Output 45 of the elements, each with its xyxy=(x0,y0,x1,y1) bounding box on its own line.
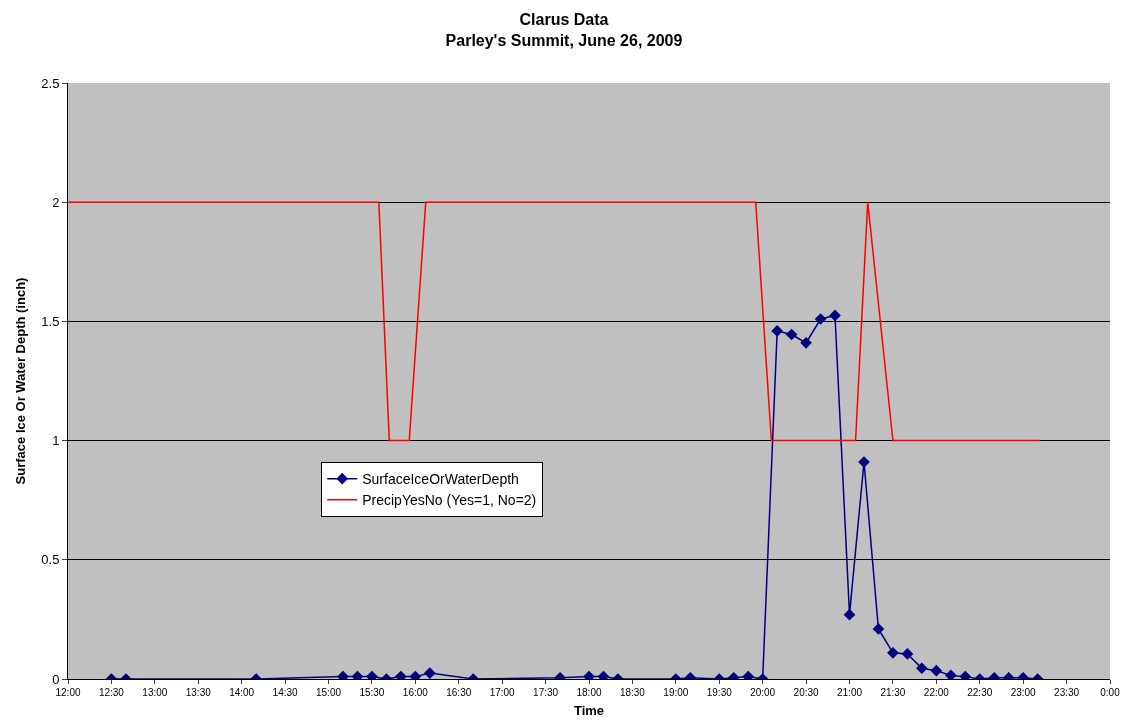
y-tick-label: 2.5 xyxy=(41,75,60,91)
point xyxy=(843,608,856,621)
x-tick-label: 15:00 xyxy=(315,687,342,698)
chart-subtitle: Parley's Summit, June 26, 2009 xyxy=(445,32,683,50)
x-tick-label: 20:00 xyxy=(750,687,776,698)
y-tick-label: 0.5 xyxy=(41,552,60,568)
point xyxy=(785,328,798,341)
x-tick-label: 18:00 xyxy=(576,687,602,698)
x-tick-label: 19:00 xyxy=(663,687,689,698)
x-tick-label: 12:00 xyxy=(55,687,81,698)
x-tick-label: 23:30 xyxy=(1054,687,1080,698)
x-axis-title: Time xyxy=(573,702,605,718)
point xyxy=(944,669,957,679)
legend-label: SurfaceIceOrWaterDepth xyxy=(362,471,519,488)
point xyxy=(814,313,827,325)
x-tick-label: 16:00 xyxy=(402,687,429,698)
point xyxy=(887,646,899,659)
x-tick-label: 13:00 xyxy=(142,687,168,698)
legend-label: PrecipYesNo (Yes=1, No=2) xyxy=(362,492,537,509)
point xyxy=(800,337,812,349)
y-tick-label: 2 xyxy=(52,194,60,210)
x-tick-label: 23:00 xyxy=(1010,687,1037,698)
x-tick-label: 14:00 xyxy=(229,687,255,698)
chart-title: Clarus Data xyxy=(519,11,609,29)
y-tick-label: 1 xyxy=(52,433,60,449)
x-tick-label: 17:00 xyxy=(489,687,516,698)
y-axis-title: Surface Ice Or Water Depth (inch) xyxy=(13,277,29,485)
x-tick-label: 14:30 xyxy=(272,687,299,698)
x-tick-label: 0:00 xyxy=(1100,687,1121,698)
x-tick-label: 22:30 xyxy=(967,687,993,698)
x-tick-label: 20:30 xyxy=(793,687,820,698)
point xyxy=(771,325,784,337)
x-tick-label: 21:00 xyxy=(836,687,863,698)
x-tick-label: 12:30 xyxy=(98,687,125,698)
x-tick-label: 16:30 xyxy=(446,687,472,698)
x-tick-label: 21:30 xyxy=(880,687,906,698)
x-tick-label: 22:00 xyxy=(923,687,950,698)
x-tick-label: 19:30 xyxy=(706,687,733,698)
y-tick-label: 1.5 xyxy=(41,313,60,329)
y-tick-label: 0 xyxy=(52,671,60,687)
x-tick-label: 13:30 xyxy=(185,687,212,698)
x-tick-label: 15:30 xyxy=(359,687,385,698)
point xyxy=(829,309,841,322)
x-tick-label: 17:30 xyxy=(533,687,559,698)
x-tick-label: 18:30 xyxy=(619,687,646,698)
